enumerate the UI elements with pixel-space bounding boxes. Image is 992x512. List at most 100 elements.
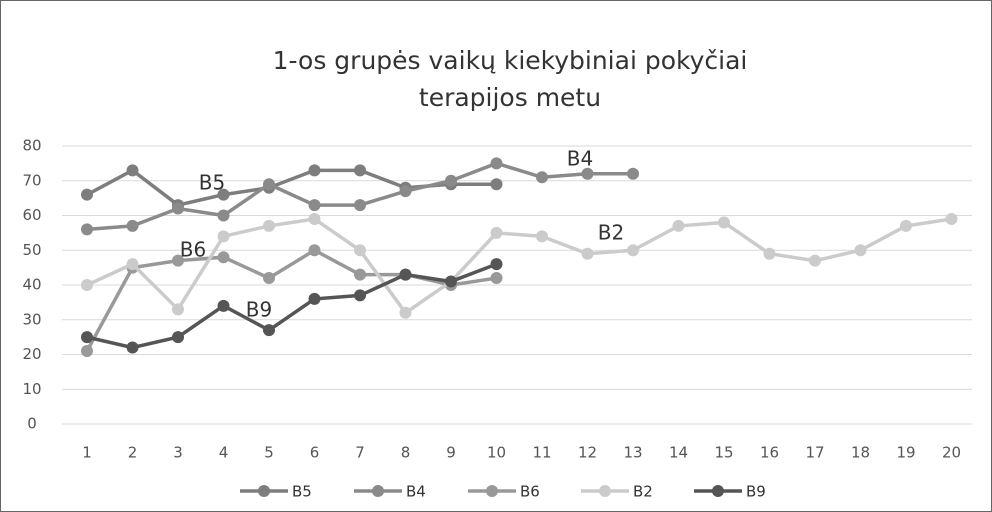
x-tick-label: 7 — [355, 444, 365, 462]
x-tick-label: 14 — [669, 444, 688, 462]
legend-label: B9 — [746, 483, 766, 501]
point — [217, 209, 230, 222]
point — [217, 299, 230, 312]
point — [536, 171, 548, 184]
point — [81, 188, 93, 201]
point — [809, 254, 821, 267]
point — [354, 244, 366, 257]
y-tick-label: 20 — [22, 345, 41, 363]
point — [490, 272, 503, 285]
point — [81, 279, 93, 291]
point — [490, 178, 503, 191]
chart-title: 1-os grupės vaikų kiekybiniai pokyčiai — [273, 46, 748, 75]
point — [718, 216, 730, 229]
annotation: B9 — [246, 298, 272, 322]
point — [308, 292, 321, 305]
point — [263, 272, 275, 285]
point — [354, 289, 366, 302]
y-tick-label: 50 — [22, 241, 41, 259]
y-tick-label: 80 — [22, 137, 41, 155]
point — [399, 185, 412, 198]
point — [308, 212, 321, 225]
point — [308, 164, 321, 177]
point — [263, 178, 275, 191]
point — [81, 345, 93, 358]
x-tick-label: 4 — [219, 444, 229, 462]
point — [900, 219, 912, 232]
point — [354, 164, 366, 177]
point — [399, 268, 412, 281]
point — [581, 247, 594, 260]
point — [490, 258, 503, 271]
annotation: B5 — [199, 171, 225, 195]
legend-marker — [712, 485, 724, 497]
point — [126, 219, 139, 232]
chart-title: terapijos metu — [419, 83, 601, 112]
point — [763, 247, 776, 260]
y-tick-label: 40 — [22, 276, 41, 294]
x-tick-label: 2 — [128, 444, 138, 462]
x-tick-label: 5 — [264, 444, 274, 462]
point — [354, 268, 366, 281]
point — [308, 244, 321, 257]
point — [263, 324, 275, 337]
legend-label: B2 — [633, 483, 653, 501]
point — [445, 275, 457, 288]
y-tick-label: 10 — [22, 380, 41, 398]
point — [945, 212, 958, 225]
point — [126, 341, 139, 354]
point — [354, 199, 366, 212]
x-tick-label: 8 — [401, 444, 411, 462]
legend-marker — [599, 485, 611, 497]
point — [217, 230, 230, 243]
x-tick-label: 17 — [805, 444, 824, 462]
legend-label: B4 — [406, 483, 426, 501]
legend-label: B6 — [520, 483, 540, 501]
point — [172, 202, 184, 215]
point — [217, 251, 230, 264]
point — [308, 199, 321, 212]
series-line — [86, 262, 498, 350]
point — [172, 331, 184, 344]
x-tick-label: 3 — [173, 444, 183, 462]
x-tick-label: 16 — [760, 444, 779, 462]
point — [172, 254, 184, 267]
point — [81, 331, 93, 344]
y-tick-label: 30 — [22, 310, 41, 328]
point — [854, 244, 867, 257]
point — [399, 306, 412, 319]
point — [536, 230, 548, 243]
point — [217, 188, 230, 201]
point — [126, 164, 139, 177]
series-line — [86, 217, 952, 316]
x-tick-label: 1 — [82, 444, 92, 462]
point — [581, 167, 594, 180]
point — [490, 157, 503, 170]
x-tick-label: 15 — [714, 444, 733, 462]
point — [627, 167, 639, 180]
x-tick-label: 20 — [942, 444, 961, 462]
annotation: B2 — [598, 221, 624, 245]
legend-marker — [372, 485, 384, 497]
point — [263, 219, 275, 232]
x-tick-label: 13 — [623, 444, 642, 462]
point — [445, 174, 457, 187]
legend-marker — [486, 485, 498, 497]
y-tick-label: 0 — [27, 415, 37, 433]
legend-label: B5 — [292, 483, 312, 501]
point — [172, 303, 184, 316]
point — [126, 258, 139, 271]
y-tick-label: 70 — [22, 171, 41, 189]
point — [490, 226, 503, 239]
x-tick-label: 6 — [310, 444, 320, 462]
x-tick-label: 11 — [532, 444, 551, 462]
x-tick-label: 10 — [487, 444, 506, 462]
point — [81, 223, 93, 236]
x-tick-label: 9 — [446, 444, 456, 462]
y-tick-label: 60 — [22, 206, 41, 224]
point — [627, 244, 639, 257]
x-tick-label: 12 — [578, 444, 597, 462]
point — [672, 219, 685, 232]
